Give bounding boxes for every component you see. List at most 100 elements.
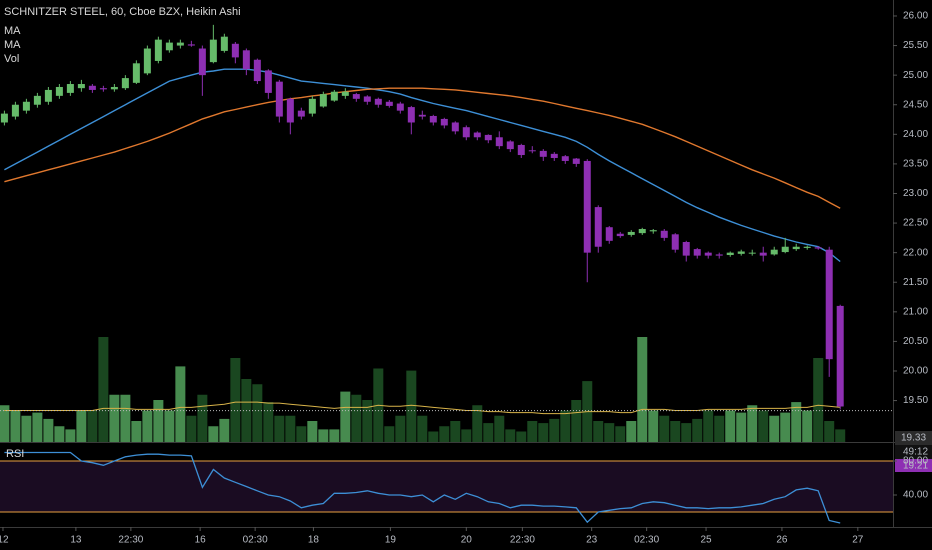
candle-body <box>220 36 228 51</box>
y-tick-label: 20.00 <box>903 366 928 377</box>
candle-body <box>253 59 261 82</box>
volume-bar <box>780 412 791 442</box>
volume-bar <box>626 421 637 442</box>
y-tick-label: 25.50 <box>903 40 928 51</box>
volume-bar <box>285 415 296 442</box>
candle-body <box>627 231 635 235</box>
volume-bar <box>340 391 351 442</box>
x-tick-label: 12 <box>0 535 9 546</box>
y-tick-label: 24.00 <box>903 129 928 140</box>
x-tick-label: 18 <box>308 535 320 546</box>
volume-bar <box>384 426 395 442</box>
volume-bar <box>483 423 494 442</box>
y-tick-label: 21.00 <box>903 306 928 317</box>
candle-body <box>341 91 349 96</box>
rsi-line <box>4 451 841 524</box>
candle-body <box>726 252 734 256</box>
volume-bar <box>769 415 780 442</box>
volume-bar <box>648 410 659 442</box>
y-tick-label: 24.50 <box>903 99 928 110</box>
volume-bar <box>65 429 76 442</box>
volume-bar <box>791 402 802 442</box>
pane-title: RSI <box>6 448 24 460</box>
legend-entry: Vol <box>4 53 19 65</box>
volume-bar <box>637 337 648 442</box>
volume-bar <box>802 410 813 442</box>
candle-body <box>682 242 690 256</box>
candle-body <box>583 160 591 253</box>
volume-bar <box>395 415 406 442</box>
volume-bar <box>219 418 230 442</box>
candle-body <box>363 96 371 102</box>
volume-bar <box>615 426 626 442</box>
y-tick-label: 20.50 <box>903 336 928 347</box>
candle-body <box>737 251 745 254</box>
candle-body <box>550 153 558 158</box>
y-tick-label: 22.00 <box>903 247 928 258</box>
volume-bar <box>197 394 208 442</box>
candle-body <box>495 137 503 147</box>
y-tick-label: 21.50 <box>903 277 928 288</box>
x-tick-label: 27 <box>852 535 864 546</box>
volume-bar <box>670 421 681 442</box>
candle-body <box>396 103 404 111</box>
candle-body <box>44 89 52 102</box>
candle-body <box>649 230 657 232</box>
y-tick-label: 80.00 <box>903 456 928 467</box>
candle-body <box>55 86 63 96</box>
candle-body <box>385 101 393 106</box>
candle-body <box>88 85 96 90</box>
x-tick-label: 20 <box>461 535 473 546</box>
candle-body <box>803 246 811 248</box>
volume-bar <box>439 426 450 442</box>
candle-body <box>638 228 646 234</box>
candle-body <box>22 101 30 111</box>
volume-bar <box>318 429 329 442</box>
volume-bar <box>505 429 516 442</box>
candle-body <box>539 150 547 157</box>
candle-body <box>209 39 217 63</box>
volume-bar <box>21 415 32 442</box>
volume-bar <box>109 394 120 442</box>
volume-bar <box>725 410 736 442</box>
volume-bar <box>142 410 153 442</box>
candle-body <box>297 110 305 117</box>
volume-bar <box>461 429 472 442</box>
candle-body <box>176 42 184 46</box>
candle-body <box>715 254 723 256</box>
candle-body <box>770 249 778 255</box>
volume-bar <box>538 423 549 442</box>
y-tick-label: 22.50 <box>903 218 928 229</box>
countdown-label: 49:12 <box>903 447 928 458</box>
candle-body <box>693 249 701 256</box>
candle-body <box>594 207 602 247</box>
volume-bar <box>131 421 142 442</box>
x-tick-label: 19 <box>385 535 397 546</box>
volume-bar <box>351 394 362 442</box>
candle-body <box>484 134 492 141</box>
volume-bar <box>307 421 318 442</box>
candle-body <box>418 114 426 117</box>
chart-title: SCHNITZER STEEL, 60, Cboe BZX, Heikin As… <box>4 6 241 18</box>
legend-entry: MA <box>4 25 21 37</box>
candle-body <box>660 230 668 238</box>
volume-bar <box>450 421 461 442</box>
volume-bar <box>164 410 175 442</box>
x-tick-label: 02:30 <box>243 535 268 546</box>
volume-bar <box>175 366 186 442</box>
volume-bar <box>43 418 54 442</box>
candle-body <box>429 115 437 123</box>
last-price-label: 19.33 <box>901 433 926 444</box>
volume-bar <box>681 423 692 442</box>
candle-body <box>462 127 470 138</box>
candle-body <box>671 234 679 250</box>
candle-body <box>11 104 19 117</box>
close-price-box <box>895 459 932 472</box>
volume-bar <box>703 410 714 442</box>
candle-body <box>165 42 173 51</box>
volume-bar <box>824 421 835 442</box>
volume-bar <box>747 405 758 442</box>
volume-bar <box>362 400 373 442</box>
